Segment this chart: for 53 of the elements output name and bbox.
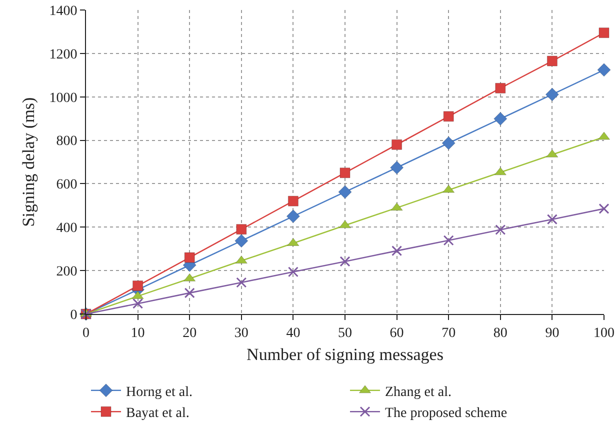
y-tick-label: 600	[56, 178, 78, 193]
point	[340, 256, 350, 267]
point	[392, 139, 402, 150]
x-tick-label: 50	[338, 326, 352, 341]
point	[288, 196, 298, 206]
x-tick-label: 20	[182, 326, 197, 341]
x-tick-label: 70	[442, 326, 456, 341]
x-tick-label: 60	[390, 326, 404, 341]
y-tick-label: 1000	[49, 90, 78, 106]
legend-label: Bayat et al.	[126, 406, 190, 422]
legend-label: Horng et al.	[126, 384, 192, 400]
legend-label: Zhang et al.	[385, 384, 452, 400]
y-tick-label: 1200	[49, 47, 78, 62]
y-tick-label: 1400	[49, 4, 78, 19]
point	[495, 224, 506, 235]
point	[234, 234, 248, 248]
x-axis-title: Number of signing messages	[246, 345, 444, 364]
point	[598, 28, 610, 38]
point	[598, 203, 610, 214]
point	[442, 136, 456, 150]
x-tick-label: 10	[130, 326, 145, 341]
point	[443, 235, 454, 246]
x-tick-label: 80	[493, 326, 508, 341]
y-tick-label: 800	[56, 134, 78, 150]
point	[495, 82, 506, 94]
point	[494, 112, 508, 126]
x-tick-label: 100	[594, 326, 614, 341]
legend-label: The proposed scheme	[385, 406, 508, 422]
y-tick-label: 0	[70, 308, 78, 323]
point	[443, 111, 454, 122]
point	[546, 214, 558, 225]
point	[236, 277, 247, 288]
y-tick-label: 400	[56, 221, 78, 236]
x-tick-label: 90	[545, 326, 560, 341]
point	[338, 185, 352, 199]
x-tick-label: 40	[286, 326, 300, 341]
point	[392, 246, 402, 256]
x-tick-label: 30	[234, 326, 248, 341]
point	[184, 288, 195, 298]
point	[545, 88, 559, 102]
point	[236, 224, 247, 235]
point	[597, 63, 611, 77]
y-axis-title: Signing delay (ms)	[18, 97, 38, 227]
point	[132, 280, 144, 292]
point	[288, 266, 298, 278]
point	[132, 298, 144, 309]
point	[546, 56, 558, 66]
point	[286, 210, 300, 224]
point	[184, 252, 195, 263]
x-tick-label: 0	[82, 326, 90, 341]
point	[390, 160, 404, 174]
y-tick-label: 200	[56, 264, 78, 280]
point	[340, 168, 350, 178]
